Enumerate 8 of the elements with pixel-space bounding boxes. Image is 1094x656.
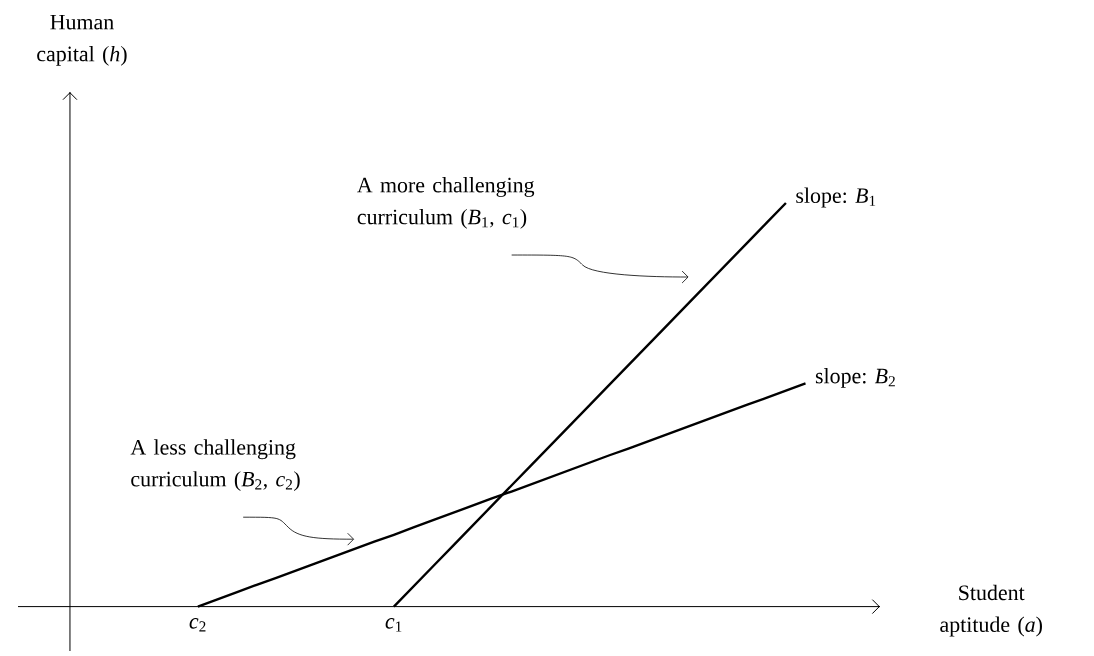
series-label: slope: B$_{2}$ bbox=[815, 367, 895, 388]
annotation: A less challenging curriculum (B$_{2}$, c$_{2}$) bbox=[130, 439, 300, 492]
series-label: slope: B$_{1}$ bbox=[796, 187, 876, 208]
x-tick-label: c$_{1}$ bbox=[385, 618, 402, 632]
annotation: A more challenging curriculum (B$_{1}$, c$_{1}$) bbox=[357, 177, 535, 229]
text: Human capital (h) bbox=[37, 14, 127, 66]
text: Student aptitude (a) bbox=[940, 584, 1042, 637]
x-tick-label: c$_{2}$ bbox=[189, 618, 206, 632]
